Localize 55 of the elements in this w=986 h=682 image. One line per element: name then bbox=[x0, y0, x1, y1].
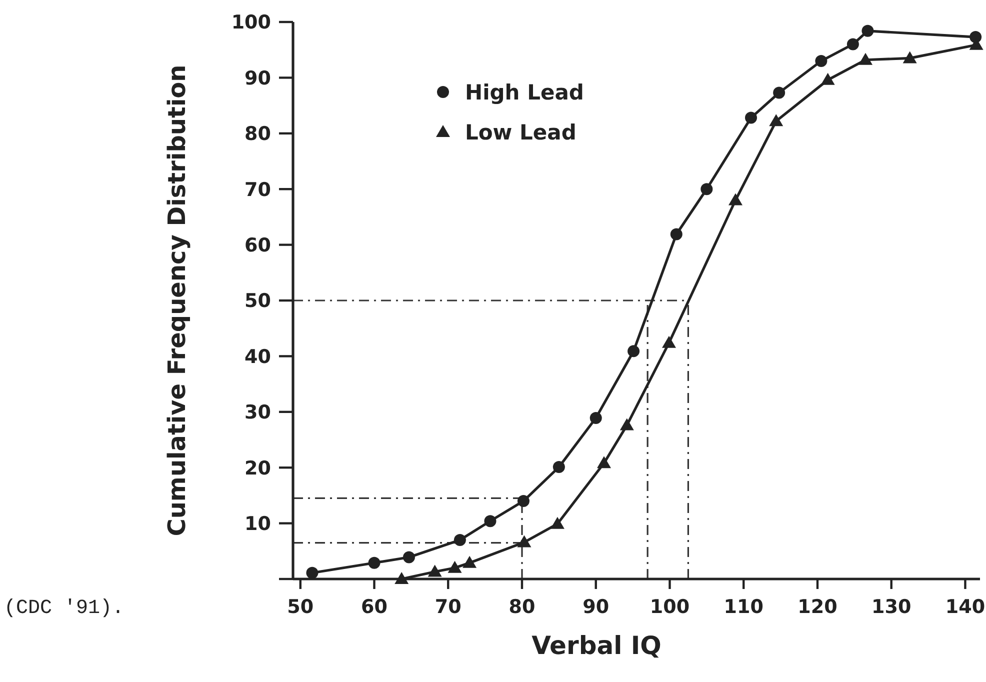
point bbox=[306, 566, 318, 579]
y-tick-label: 60 bbox=[244, 234, 271, 256]
x-tick-label: 100 bbox=[650, 596, 690, 618]
point bbox=[484, 515, 496, 528]
y-tick-label: 30 bbox=[244, 402, 271, 424]
point bbox=[820, 72, 835, 85]
point bbox=[728, 193, 742, 206]
y-tick-label: 40 bbox=[244, 346, 271, 368]
point bbox=[628, 345, 640, 358]
y-tick-label: 80 bbox=[244, 123, 271, 146]
point bbox=[590, 412, 602, 424]
legend-label: Low Lead bbox=[465, 120, 576, 144]
x-tick-label: 90 bbox=[582, 596, 610, 618]
point bbox=[517, 495, 530, 508]
y-tick-label: 70 bbox=[244, 178, 271, 201]
point bbox=[462, 556, 477, 568]
point bbox=[394, 572, 409, 584]
point bbox=[552, 461, 565, 474]
point bbox=[368, 556, 380, 569]
point bbox=[402, 551, 415, 564]
y-tick-label: 50 bbox=[244, 290, 271, 312]
y-tick-label: 90 bbox=[244, 67, 271, 90]
point bbox=[670, 228, 682, 240]
legend-label: High Lead bbox=[465, 80, 584, 104]
point bbox=[620, 418, 634, 430]
point bbox=[858, 52, 872, 65]
y-tick-label: 10 bbox=[244, 512, 271, 535]
point bbox=[428, 564, 442, 577]
y-tick-label: 100 bbox=[231, 12, 271, 34]
point bbox=[662, 336, 676, 348]
point bbox=[596, 456, 611, 468]
x-tick-label: 50 bbox=[287, 596, 314, 618]
x-tick-label: 80 bbox=[508, 596, 536, 618]
x-tick-label: 70 bbox=[434, 596, 462, 618]
point bbox=[902, 51, 917, 64]
point bbox=[454, 534, 466, 546]
point bbox=[517, 535, 532, 548]
x-tick-label: 130 bbox=[872, 596, 912, 618]
point bbox=[815, 54, 828, 67]
y-tick-label: 20 bbox=[244, 457, 271, 480]
x-tick-label: 120 bbox=[798, 596, 838, 618]
text: (CDC '91). bbox=[4, 597, 124, 620]
point bbox=[745, 112, 757, 124]
point bbox=[769, 114, 784, 126]
x-tick-label: 110 bbox=[724, 596, 764, 618]
y-axis-title: Cumulative Frequency Distribution bbox=[163, 64, 191, 536]
point bbox=[846, 38, 859, 50]
point bbox=[862, 24, 874, 37]
point bbox=[550, 516, 564, 529]
x-tick-label: 140 bbox=[945, 596, 986, 618]
x-tick-label: 60 bbox=[361, 596, 388, 618]
point bbox=[773, 86, 786, 99]
point bbox=[448, 560, 462, 573]
point bbox=[700, 183, 713, 196]
x-axis-title: Verbal IQ bbox=[532, 631, 662, 660]
